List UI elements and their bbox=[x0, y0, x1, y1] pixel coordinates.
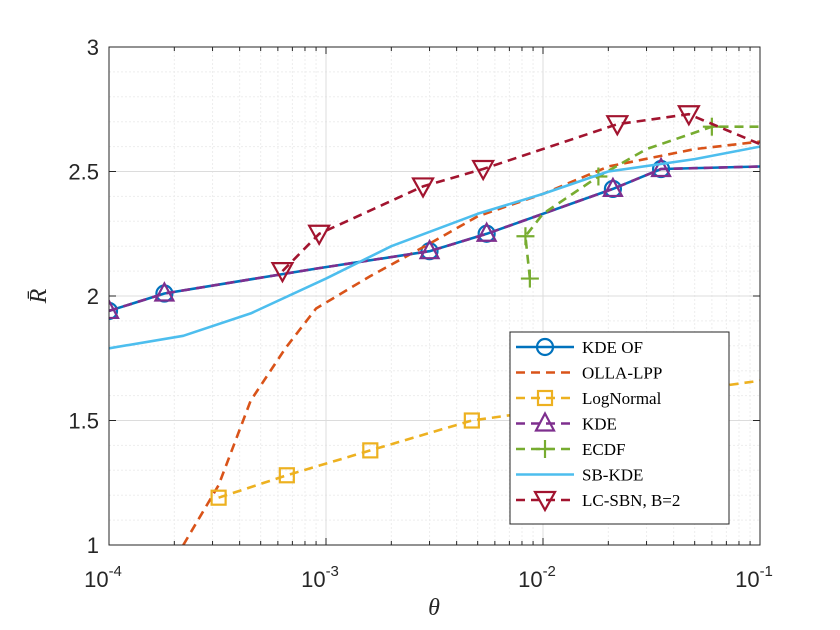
legend-item-lc-sbn-b-2: LC-SBN, B=2 bbox=[516, 490, 680, 513]
y-tick-label: 1.5 bbox=[68, 409, 99, 434]
x-tick-exponent: -4 bbox=[109, 563, 122, 580]
series-sb-kde bbox=[109, 145, 760, 350]
data-point-lc-sbn-b-2 bbox=[270, 262, 295, 284]
legend-label: OLLA-LPP bbox=[582, 364, 662, 383]
series-ecdf bbox=[516, 117, 760, 288]
x-axis-label: θ bbox=[428, 595, 440, 621]
y-tick-label: 2.5 bbox=[68, 160, 99, 185]
data-point-kde bbox=[153, 281, 176, 302]
x-tick-label: 10-1 bbox=[735, 563, 773, 592]
data-point-lognormal bbox=[210, 489, 227, 506]
data-point-kde bbox=[418, 238, 441, 260]
x-tick-base: 10 bbox=[735, 567, 759, 592]
legend-label: ECDF bbox=[582, 440, 625, 459]
x-tick-labels: 10-4 10-3 10-2 10-1 bbox=[84, 563, 773, 592]
x-tick-label: 10-2 bbox=[518, 563, 556, 592]
y-tick-label: 1 bbox=[87, 533, 99, 558]
data-point-ecdf bbox=[520, 269, 539, 288]
x-tick-exponent: -2 bbox=[543, 563, 556, 580]
data-point-kde-of bbox=[109, 301, 119, 321]
legend-label: SB-KDE bbox=[582, 466, 643, 485]
data-point-lognormal bbox=[278, 467, 295, 484]
x-tick-label: 10-4 bbox=[84, 563, 122, 592]
x-tick-base: 10 bbox=[84, 567, 108, 592]
legend-label: LogNormal bbox=[582, 389, 662, 408]
legend-item-ecdf: ECDF bbox=[516, 440, 625, 459]
legend: KDE OF OLLA-LPP LogNormal KDE ECDF SB-KDE LC-S… bbox=[509, 331, 730, 525]
data-point-lognormal bbox=[362, 442, 379, 459]
x-tick-base: 10 bbox=[518, 567, 542, 592]
ticks bbox=[108, 46, 761, 546]
data-point-lognormal bbox=[463, 412, 480, 429]
data-point-lc-sbn-b-2 bbox=[307, 224, 332, 247]
data-point-kde bbox=[475, 221, 498, 242]
x-tick-exponent: -1 bbox=[760, 563, 773, 580]
y-tick-labels: 1 1.5 2 2.5 3 bbox=[68, 35, 99, 558]
y-axis-label: R̄ bbox=[26, 288, 52, 304]
legend-label: KDE OF bbox=[582, 338, 643, 357]
series-kde bbox=[109, 156, 760, 320]
legend-swatch-marker bbox=[534, 411, 556, 432]
data-point-lc-sbn-b-2 bbox=[411, 177, 435, 199]
x-tick-label: 10-3 bbox=[301, 563, 339, 592]
legend-swatch-marker bbox=[536, 389, 554, 407]
legend-item-kde-of: KDE OF bbox=[516, 337, 643, 357]
data-point-kde bbox=[109, 298, 120, 320]
legend-item-lognormal: LogNormal bbox=[516, 389, 662, 408]
data-point-lc-sbn-b-2 bbox=[471, 159, 496, 182]
series-lc-sbn-b-2 bbox=[270, 105, 760, 284]
data-point-lc-sbn-b-2 bbox=[605, 115, 630, 137]
legend-item-sb-kde: SB-KDE bbox=[516, 466, 643, 485]
data-point-ecdf bbox=[516, 227, 535, 246]
legend-swatch-marker bbox=[536, 440, 554, 458]
x-tick-base: 10 bbox=[301, 567, 325, 592]
series-line-sb-kde bbox=[109, 145, 760, 350]
legend-swatch-marker bbox=[535, 337, 555, 357]
data-point-kde bbox=[602, 176, 624, 198]
legend-swatch-marker bbox=[533, 490, 557, 513]
series-line-lc-sbn-b-2 bbox=[281, 112, 760, 273]
legend-label: KDE bbox=[582, 415, 617, 434]
legend-label: LC-SBN, B=2 bbox=[582, 491, 680, 510]
legend-item-kde: KDE bbox=[516, 411, 617, 434]
legend-item-olla-lpp: OLLA-LPP bbox=[516, 364, 662, 383]
x-tick-exponent: -3 bbox=[326, 563, 339, 580]
data-point-ecdf bbox=[702, 117, 721, 136]
data-point-lc-sbn-b-2 bbox=[676, 105, 701, 127]
y-tick-label: 3 bbox=[87, 35, 99, 60]
y-tick-label: 2 bbox=[87, 284, 99, 309]
data-point-kde bbox=[650, 156, 672, 178]
